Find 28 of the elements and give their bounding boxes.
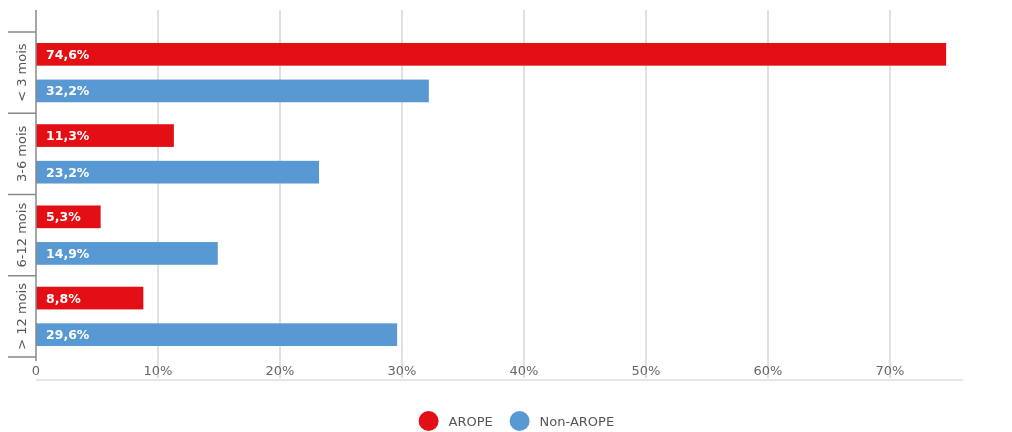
- legend-label: Non-AROPE: [539, 414, 615, 429]
- x-tick-label: 50%: [631, 363, 661, 378]
- y-tick-label: 3-6 mois: [14, 125, 29, 183]
- x-tick-label: 40%: [509, 363, 539, 378]
- bar: [36, 160, 320, 184]
- legend-label: AROPE: [448, 414, 493, 429]
- data-label: 14,9%: [46, 245, 90, 261]
- bar: [36, 242, 218, 265]
- y-tick-label: > 12 mois: [14, 282, 29, 350]
- data-label: 8,8%: [46, 290, 82, 306]
- bar: [36, 124, 174, 147]
- data-label: 29,6%: [46, 327, 90, 343]
- x-tick-label: 20%: [265, 363, 295, 378]
- data-label: 23,2%: [46, 164, 90, 180]
- bar: [36, 323, 398, 347]
- data-label: 32,2%: [46, 83, 90, 99]
- x-tick-label: 60%: [753, 363, 783, 378]
- y-tick-label: < 3 mois: [14, 43, 29, 102]
- x-tick-label: 30%: [387, 363, 417, 378]
- x-tick-label: 70%: [875, 363, 905, 378]
- bar: [36, 79, 429, 103]
- data-label: 74,6%: [46, 46, 90, 62]
- bar: [36, 42, 947, 66]
- y-tick-label: 6-12 mois: [14, 202, 29, 268]
- x-tick-label: 10%: [143, 363, 173, 378]
- data-label: 11,3%: [46, 128, 90, 144]
- data-label: 5,3%: [46, 209, 82, 225]
- x-tick-label: 0: [31, 363, 41, 378]
